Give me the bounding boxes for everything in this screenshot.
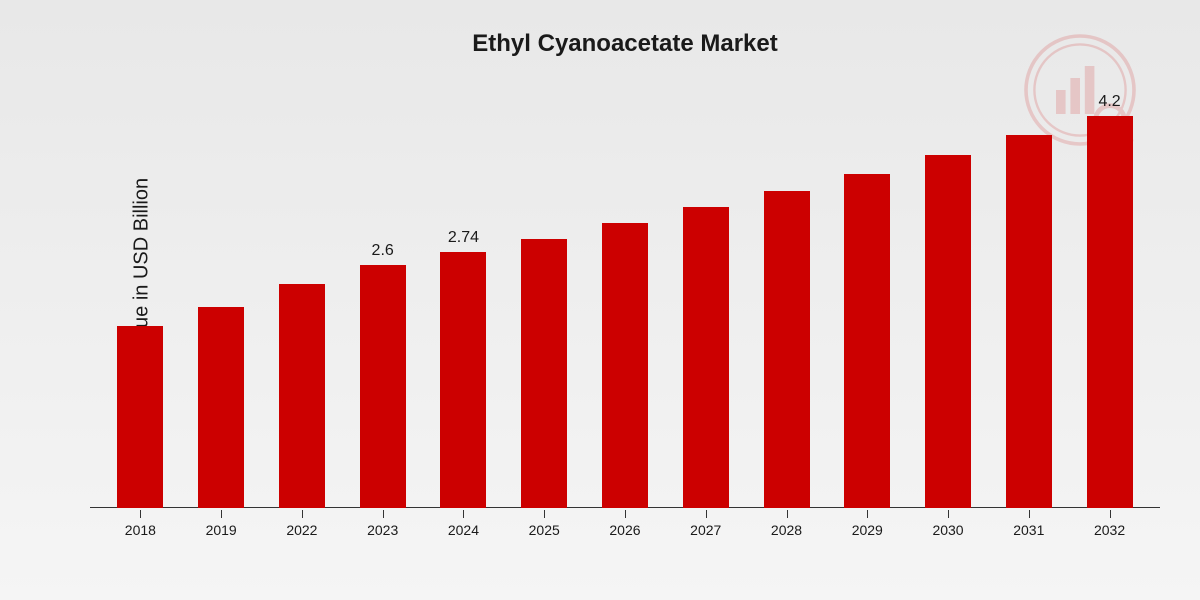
- bar-group: 2018: [100, 88, 181, 538]
- x-tick: [140, 510, 141, 518]
- bar: [1006, 135, 1052, 508]
- x-axis-label: 2030: [932, 522, 963, 538]
- chart-title: Ethyl Cyanoacetate Market: [90, 30, 1160, 58]
- bar: [925, 155, 971, 508]
- bar-wrapper: [585, 88, 666, 508]
- bar-group: 2.74 2024: [423, 88, 504, 538]
- bar-group: 2.6 2023: [342, 88, 423, 538]
- bar-group: 2028: [746, 88, 827, 538]
- bar-value-label: 2.74: [448, 229, 479, 247]
- x-axis-label: 2023: [367, 522, 398, 538]
- bar: [198, 307, 244, 508]
- bar-group: 2019: [181, 88, 262, 538]
- bar-group: 2029: [827, 88, 908, 538]
- bar-group: 2030: [908, 88, 989, 538]
- bar-wrapper: [262, 88, 343, 508]
- x-axis-label: 2018: [125, 522, 156, 538]
- bar-wrapper: 4.2: [1069, 88, 1150, 508]
- x-tick: [544, 510, 545, 518]
- bar: [117, 326, 163, 508]
- x-axis-label: 2026: [609, 522, 640, 538]
- x-tick: [383, 510, 384, 518]
- bar-group: 2026: [585, 88, 666, 538]
- bar-wrapper: [665, 88, 746, 508]
- bar-group: 2031: [988, 88, 1069, 538]
- bar: [683, 207, 729, 508]
- x-tick: [867, 510, 868, 518]
- bar-value-label: 2.6: [372, 242, 394, 260]
- bar-value-label: 4.2: [1098, 93, 1120, 111]
- bar-wrapper: [908, 88, 989, 508]
- bar-group: 4.2 2032: [1069, 88, 1150, 538]
- x-tick: [787, 510, 788, 518]
- x-tick: [948, 510, 949, 518]
- bar-wrapper: [988, 88, 1069, 508]
- bar-group: 2027: [665, 88, 746, 538]
- plot-area: 2018 2019 2022 2.6 2023 2.74 2024 2025 2026 2027 2…: [90, 88, 1160, 538]
- bar-wrapper: [827, 88, 908, 508]
- x-axis-label: 2032: [1094, 522, 1125, 538]
- x-axis-label: 2024: [448, 522, 479, 538]
- x-axis-label: 2027: [690, 522, 721, 538]
- x-axis-label: 2025: [529, 522, 560, 538]
- bar-wrapper: [100, 88, 181, 508]
- bar: [440, 252, 486, 508]
- x-axis-label: 2031: [1013, 522, 1044, 538]
- x-tick: [625, 510, 626, 518]
- x-tick: [463, 510, 464, 518]
- bar-wrapper: [746, 88, 827, 508]
- x-axis-label: 2019: [206, 522, 237, 538]
- x-axis-label: 2022: [286, 522, 317, 538]
- x-axis-label: 2029: [852, 522, 883, 538]
- x-tick: [1029, 510, 1030, 518]
- x-tick: [1110, 510, 1111, 518]
- bar: [844, 174, 890, 508]
- bar: [602, 223, 648, 508]
- bar-wrapper: [181, 88, 262, 508]
- bar-wrapper: 2.6: [342, 88, 423, 508]
- x-tick: [706, 510, 707, 518]
- x-tick: [221, 510, 222, 518]
- bar-group: 2025: [504, 88, 585, 538]
- bar: [279, 284, 325, 508]
- bar: [521, 239, 567, 508]
- x-axis-label: 2028: [771, 522, 802, 538]
- x-tick: [302, 510, 303, 518]
- bar: [1087, 116, 1133, 508]
- chart-container: Ethyl Cyanoacetate Market Market Value i…: [0, 0, 1200, 600]
- bar-wrapper: 2.74: [423, 88, 504, 508]
- bar-group: 2022: [262, 88, 343, 538]
- bar: [764, 191, 810, 508]
- bar-wrapper: [504, 88, 585, 508]
- bar: [360, 265, 406, 508]
